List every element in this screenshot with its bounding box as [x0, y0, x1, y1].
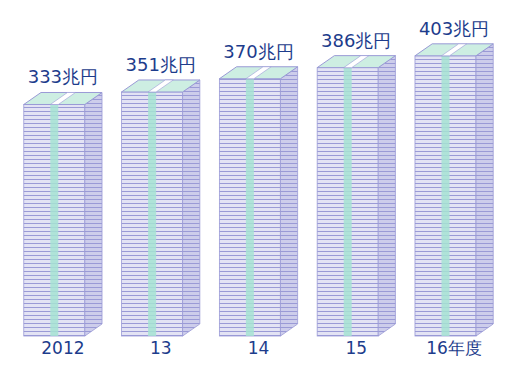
x-axis-line [15, 336, 504, 337]
stack-front [317, 68, 378, 336]
stack-strap [344, 68, 352, 336]
stack-side [85, 92, 102, 336]
stack-top-strap [344, 56, 369, 68]
x-tick: 14 [248, 336, 270, 358]
x-tick-label: 16年度 [426, 338, 482, 358]
x-tick: 13 [150, 336, 172, 358]
data-label: 351兆円 [126, 54, 196, 75]
stack-top-strap [148, 80, 173, 92]
stack-side [476, 44, 493, 336]
stack-strap [246, 79, 254, 336]
data-label: 333兆円 [28, 66, 98, 87]
x-tick: 15 [345, 336, 367, 358]
x-tick: 2012 [41, 336, 84, 358]
stack-top-strap [246, 67, 271, 79]
stack-strap [50, 104, 58, 336]
data-labels: 333兆円 351兆円 370兆円 386兆円 403兆円 [28, 18, 490, 88]
stack-top [219, 67, 297, 79]
stack-front [24, 104, 85, 336]
stack-top [24, 92, 102, 104]
money-stack [317, 56, 395, 336]
stack-top [122, 80, 200, 92]
money-stack [415, 44, 493, 336]
stack-side [378, 56, 395, 336]
money-stack [24, 92, 102, 336]
stack-top [415, 44, 493, 56]
x-tick-label: 13 [150, 338, 172, 358]
stack-side [183, 80, 200, 336]
chart: 333兆円 351兆円 370兆円 386兆円 403兆円 2012 13 14 15 16年度 [0, 0, 517, 367]
stack-top-strap [50, 92, 75, 104]
stacks [24, 44, 493, 336]
x-tick-label: 15 [345, 338, 367, 358]
stack-front [415, 56, 476, 336]
stack-side [280, 67, 297, 336]
stack-top [317, 56, 395, 68]
data-label: 370兆円 [223, 41, 293, 62]
x-tick-label: 2012 [41, 338, 84, 358]
stack-strap [148, 92, 156, 336]
stack-strap [441, 56, 449, 336]
stack-front [219, 79, 280, 336]
data-label: 403兆円 [419, 18, 489, 39]
x-tick-label: 14 [248, 338, 270, 358]
data-label: 386兆円 [321, 30, 391, 51]
stack-front [122, 92, 183, 336]
money-stack [219, 67, 297, 336]
x-axis: 2012 13 14 15 16年度 [15, 336, 504, 358]
x-tick: 16年度 [426, 336, 482, 358]
money-stack [122, 80, 200, 336]
stack-top-strap [441, 44, 466, 56]
